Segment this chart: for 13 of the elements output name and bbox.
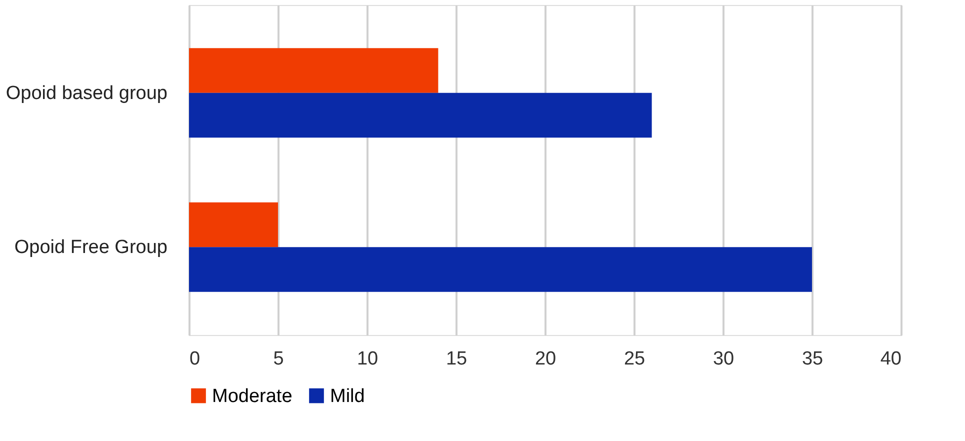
x-tick-label: 15 bbox=[446, 348, 468, 370]
legend-label: Moderate bbox=[212, 386, 292, 407]
x-tick-label: 0 bbox=[190, 348, 200, 370]
legend-label: Mild bbox=[330, 386, 365, 407]
x-tick-label: 25 bbox=[624, 348, 646, 370]
y-tick-label: Opoid based group bbox=[6, 82, 168, 104]
x-tick-label: 20 bbox=[534, 348, 556, 370]
x-tick-label: 40 bbox=[880, 348, 902, 370]
y-tick-label: Opoid Free Group bbox=[14, 237, 168, 258]
x-tick-label: 10 bbox=[356, 348, 378, 370]
x-tick-label: 30 bbox=[712, 348, 734, 370]
x-tick-label: 35 bbox=[802, 348, 824, 370]
x-tick-label: 5 bbox=[273, 348, 284, 370]
